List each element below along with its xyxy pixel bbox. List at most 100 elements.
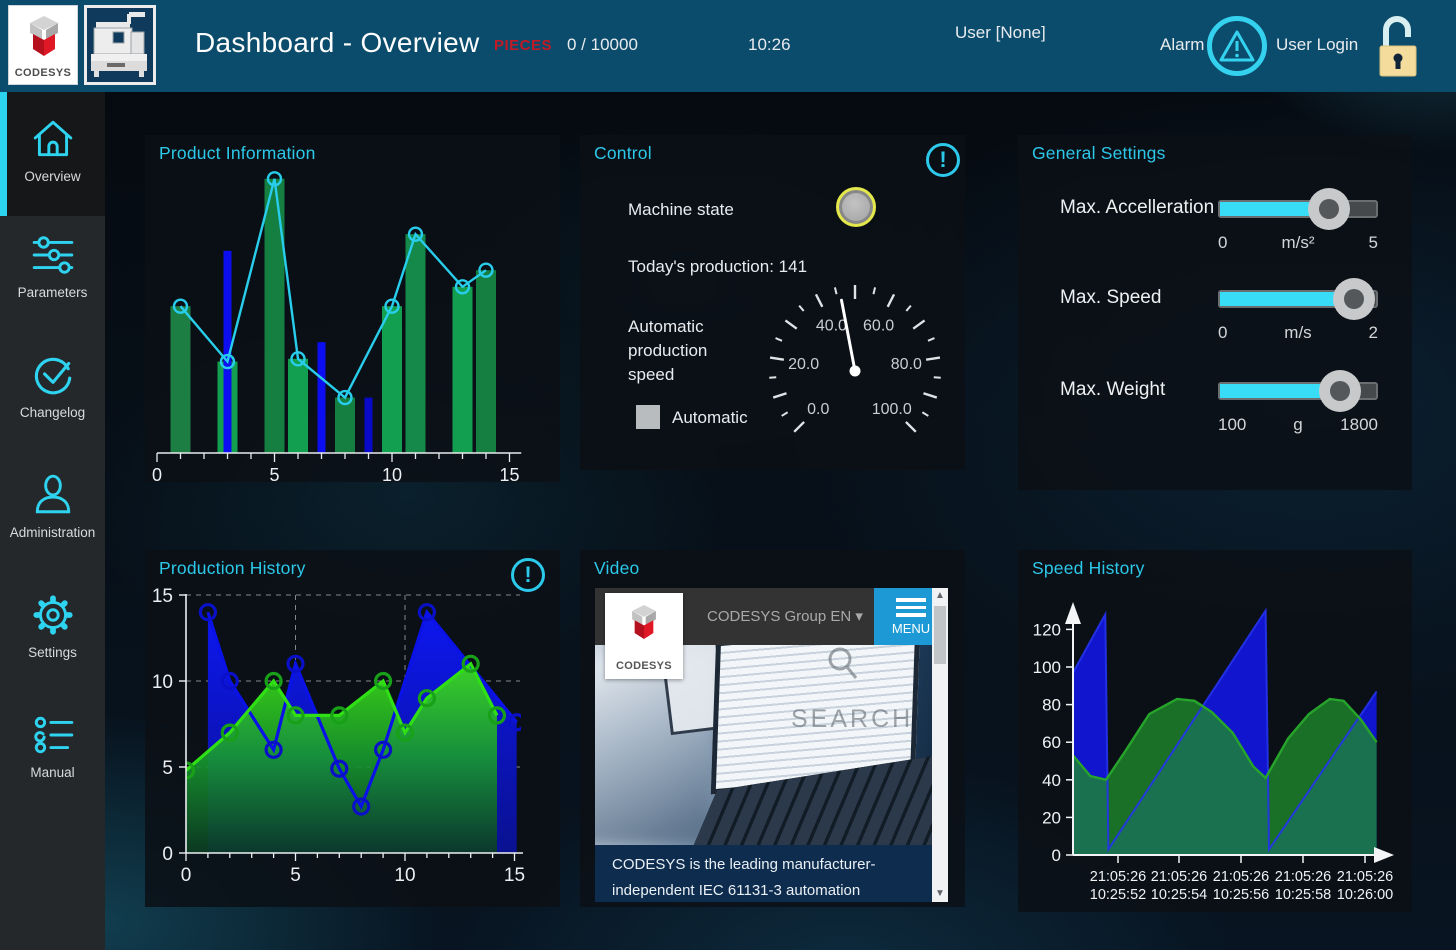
- login-lock-button[interactable]: [1376, 10, 1420, 85]
- list-icon: [30, 710, 76, 760]
- automatic-checkbox[interactable]: [636, 405, 660, 429]
- svg-text:100: 100: [1033, 658, 1061, 677]
- panel-title: Video: [594, 558, 640, 578]
- slider-fill: [1220, 202, 1330, 216]
- control-alert-icon[interactable]: !: [926, 143, 960, 177]
- speed-history-panel: Speed History 0 20 40 60 80 100 120 21:05:26 10:…: [1018, 550, 1412, 912]
- svg-text:15: 15: [152, 586, 173, 607]
- sidebar-item-changelog[interactable]: Changelog: [0, 336, 105, 456]
- svg-text:0: 0: [1052, 846, 1061, 865]
- sidebar-item-label: Manual: [30, 765, 75, 780]
- website-codesys-logo: CODESYS: [605, 593, 683, 679]
- production-history-panel: Production History ! 0 5 10 15 0 5 10 15: [145, 550, 560, 907]
- svg-text:5: 5: [162, 758, 173, 779]
- slider-thumb[interactable]: [1319, 370, 1362, 412]
- sidebar-nav: Overview Parameters Changelog Administra…: [0, 92, 105, 950]
- sidebar-item-overview[interactable]: Overview: [0, 92, 105, 216]
- warning-triangle-icon: [1219, 30, 1255, 62]
- svg-text:10: 10: [382, 465, 402, 482]
- panel-title: Speed History: [1032, 558, 1145, 578]
- machine-icon: [91, 12, 147, 77]
- scale-min: 0: [1218, 233, 1228, 252]
- panel-title: General Settings: [1032, 143, 1166, 163]
- caption-line-2: independent IEC 61131-3 automation: [612, 882, 861, 899]
- machine-state-label: Machine state: [628, 200, 734, 219]
- svg-text:5: 5: [290, 865, 301, 886]
- browser-scrollbar[interactable]: ▲ ▼: [932, 588, 948, 902]
- codesys-logo-text: CODESYS: [14, 67, 72, 79]
- max-weight-slider[interactable]: [1218, 370, 1378, 412]
- site-language-dropdown[interactable]: CODESYS Group EN ▾: [707, 608, 863, 625]
- svg-text:20: 20: [1042, 808, 1061, 827]
- clock: 10:26: [748, 35, 791, 54]
- speed-history-chart: 0 20 40 60 80 100 120 21:05:26 10:25:52 21:05:26 1…: [1033, 602, 1394, 903]
- svg-text:21:05:26: 21:05:26: [1275, 869, 1331, 885]
- svg-text:0: 0: [181, 865, 192, 886]
- slider-fill: [1220, 384, 1341, 398]
- svg-text:60: 60: [1042, 733, 1061, 752]
- svg-text:10:25:56: 10:25:56: [1213, 887, 1269, 903]
- scale-unit: m/s: [1284, 323, 1312, 342]
- scroll-down-button[interactable]: ▼: [935, 888, 945, 899]
- scale-unit: g: [1293, 415, 1303, 434]
- video-panel: Video CODESYS CODESYS Group EN ▾ MENU: [580, 550, 965, 907]
- svg-text:0.0: 0.0: [807, 401, 829, 418]
- svg-text:21:05:26: 21:05:26: [1090, 869, 1146, 885]
- menu-button-label: MENU: [891, 620, 931, 636]
- svg-text:60.0: 60.0: [863, 318, 894, 335]
- search-overlay-label: SEARCH: [791, 705, 914, 733]
- svg-text:10:25:54: 10:25:54: [1151, 887, 1207, 903]
- sidebar-item-label: Changelog: [19, 405, 86, 420]
- hamburger-icon: [896, 598, 926, 617]
- general-settings-panel: General Settings Max. Accelleration 0 m/…: [1018, 135, 1412, 490]
- machine-thumbnail[interactable]: [84, 5, 156, 85]
- alert-glyph: !: [524, 562, 532, 587]
- max-acceleration-slider[interactable]: [1218, 188, 1378, 230]
- control-panel: Control ! Machine state Today's producti…: [580, 135, 965, 470]
- production-history-chart: 0 5 10 15 0 5 10 15: [152, 586, 525, 886]
- sidebar-item-settings[interactable]: Settings: [0, 576, 105, 696]
- product-information-panel: Product Information 0 5 10 15: [145, 135, 560, 482]
- scale-max: 1800: [1340, 415, 1378, 434]
- home-icon: [30, 114, 76, 164]
- alert-glyph: !: [939, 147, 947, 172]
- automatic-checkbox-label: Automatic: [672, 408, 748, 427]
- svg-text:10:25:52: 10:25:52: [1090, 887, 1146, 903]
- scale-max: 5: [1368, 233, 1378, 252]
- slider-thumb[interactable]: [1333, 278, 1376, 320]
- svg-text:0: 0: [152, 465, 162, 482]
- svg-text:100.0: 100.0: [872, 401, 912, 418]
- embedded-browser: CODESYS CODESYS Group EN ▾ MENU SEARCH C…: [595, 588, 948, 902]
- sidebar-item-label: Settings: [28, 645, 77, 660]
- pieces-counter: 0 / 10000: [567, 35, 638, 54]
- max-speed-slider[interactable]: [1218, 278, 1378, 320]
- product-information-chart: 0 5 10 15: [152, 171, 522, 482]
- production-history-alert-icon[interactable]: !: [511, 558, 545, 592]
- todays-production-label: Today's production: 141: [628, 257, 808, 276]
- svg-text:80: 80: [1042, 696, 1061, 715]
- scale-min: 0: [1218, 323, 1228, 342]
- page-title: Dashboard - Overview: [195, 27, 480, 58]
- sidebar-item-administration[interactable]: Administration: [0, 456, 105, 576]
- slider-thumb[interactable]: [1308, 188, 1351, 230]
- sidebar-item-label: Parameters: [17, 285, 88, 300]
- website-logo-text: CODESYS: [616, 660, 672, 672]
- slider-label: Max. Weight: [1060, 379, 1166, 400]
- svg-text:15: 15: [499, 465, 519, 482]
- header-bar: CODESYS Dashboard - Overview PIECES 0 / …: [0, 0, 1456, 92]
- svg-text:21:05:26: 21:05:26: [1337, 869, 1393, 885]
- scale-max: 2: [1368, 323, 1378, 342]
- machine-state-lamp[interactable]: [836, 187, 876, 227]
- scale-min: 100: [1218, 415, 1247, 434]
- sidebar-item-parameters[interactable]: Parameters: [0, 216, 105, 336]
- codesys-cube-icon: [30, 16, 58, 56]
- sidebar-item-manual[interactable]: Manual: [0, 696, 105, 816]
- check-circle-icon: [30, 350, 76, 400]
- scroll-up-button[interactable]: ▲: [935, 590, 945, 601]
- svg-text:5: 5: [269, 465, 279, 482]
- scrollbar-thumb[interactable]: [934, 606, 946, 664]
- user-icon: [30, 470, 76, 520]
- production-speed-gauge: 0.0 20.0 40.0 60.0 80.0 100.0: [769, 285, 941, 433]
- alarm-button[interactable]: [1207, 16, 1267, 76]
